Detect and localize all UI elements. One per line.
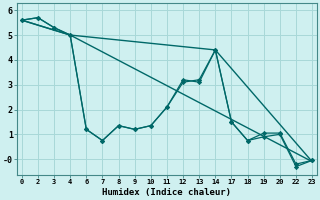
X-axis label: Humidex (Indice chaleur): Humidex (Indice chaleur) [102,188,231,197]
